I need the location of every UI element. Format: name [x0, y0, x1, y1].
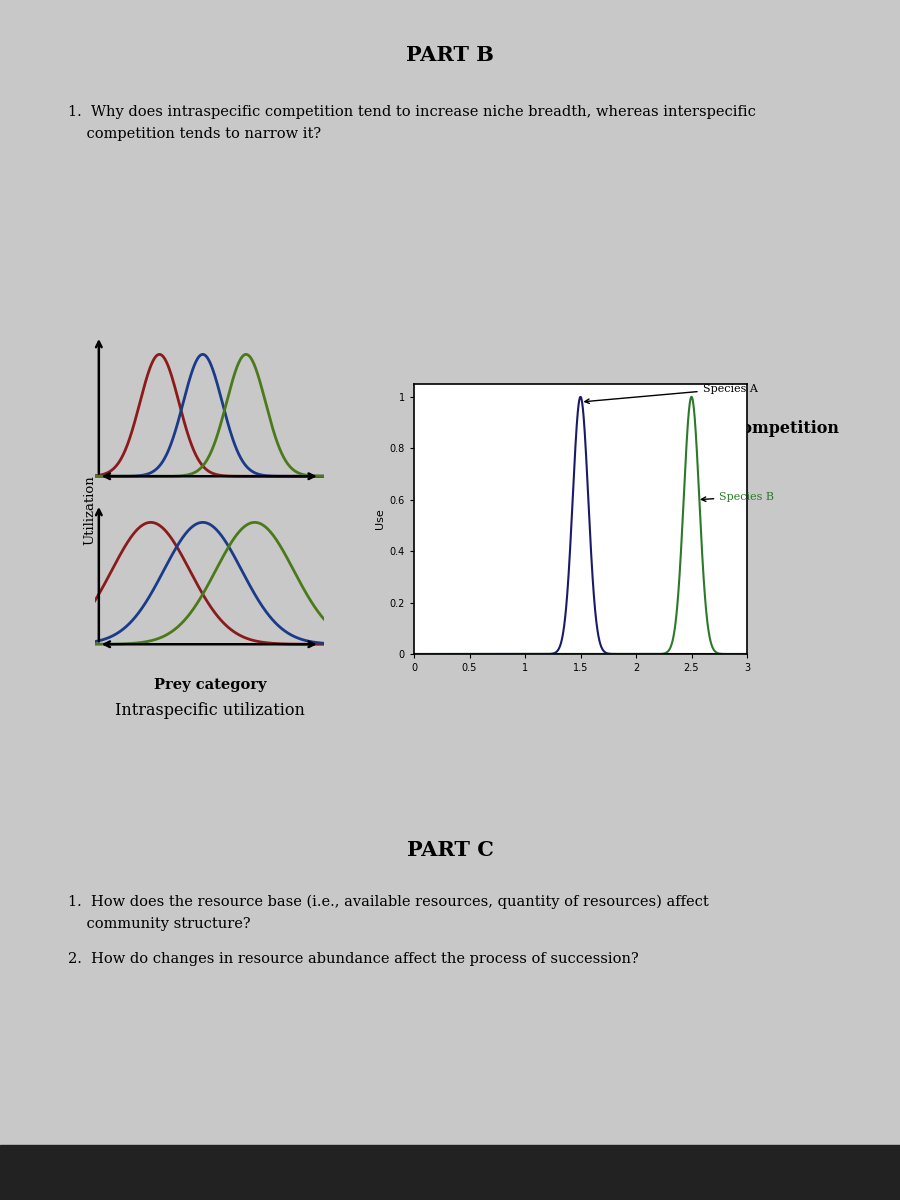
Text: Utilization: Utilization: [84, 475, 96, 545]
Text: The niche and interspecific competition: The niche and interspecific competition: [481, 420, 839, 437]
Text: PART C: PART C: [407, 840, 493, 860]
Text: 1.  Why does intraspecific competition tend to increase niche breadth, whereas i: 1. Why does intraspecific competition te…: [68, 104, 756, 119]
Text: Species A: Species A: [585, 384, 758, 403]
Text: Prey category: Prey category: [154, 678, 266, 692]
Text: competition tends to narrow it?: competition tends to narrow it?: [68, 127, 321, 140]
Text: community structure?: community structure?: [68, 917, 250, 931]
Y-axis label: Use: Use: [375, 509, 385, 529]
Text: Intraspecific utilization: Intraspecific utilization: [115, 702, 305, 719]
Bar: [0, 1145, 900, 1200]
Text: 2.  How do changes in resource abundance affect the process of succession?: 2. How do changes in resource abundance …: [68, 952, 639, 966]
Text: Species B: Species B: [701, 492, 774, 502]
Text: PART B: PART B: [406, 44, 494, 65]
Text: 1.  How does the resource base (i.e., available resources, quantity of resources: 1. How does the resource base (i.e., ava…: [68, 895, 709, 910]
